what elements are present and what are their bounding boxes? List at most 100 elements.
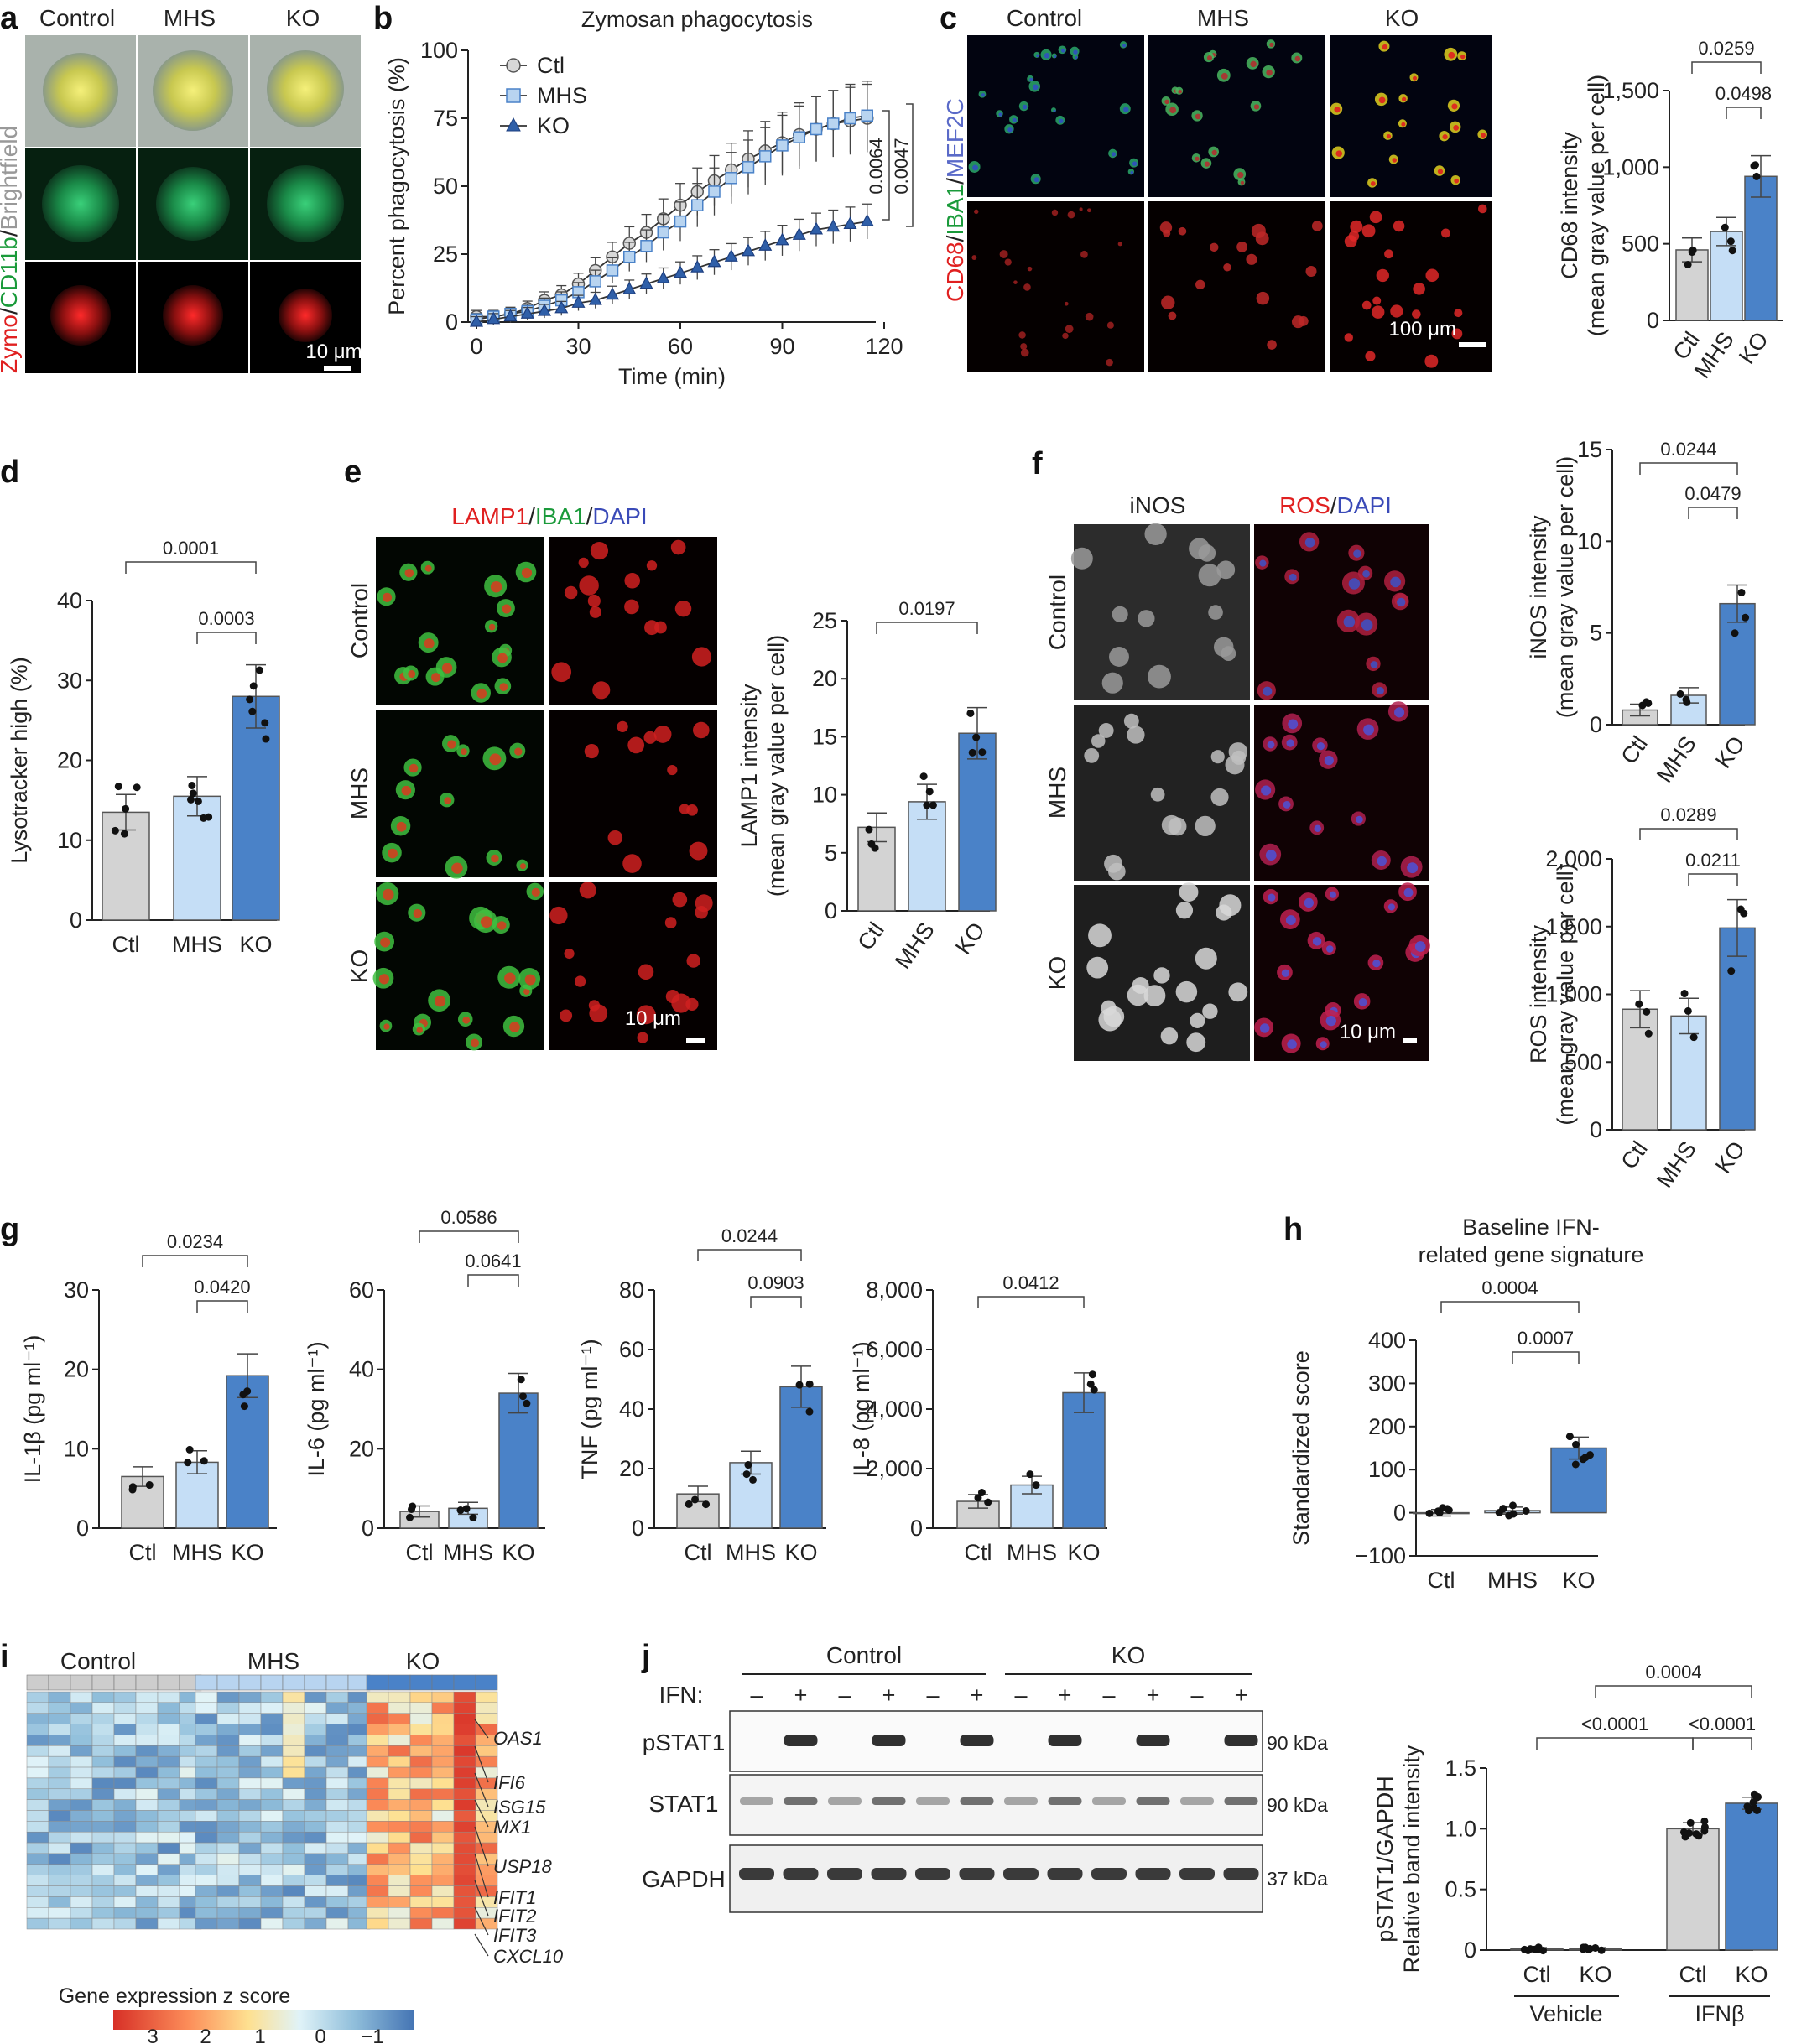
y-tick-label: 20: [619, 1456, 644, 1481]
data-point: [1520, 1945, 1528, 1953]
lane-ifn-6: –: [1014, 1683, 1027, 1708]
data-point: [1495, 1508, 1503, 1516]
x-tick-label: Ctl: [112, 932, 140, 957]
y-tick-label: 100: [1368, 1457, 1406, 1482]
y-axis-label: IL-8 (pg ml⁻¹): [849, 1341, 874, 1476]
gene-label-cxcl10: CXCL10: [493, 1946, 564, 1967]
y-tick-label: 15: [812, 724, 837, 749]
data-point: [805, 1407, 814, 1416]
y-tick-label: 30: [57, 668, 82, 693]
x-tick-label: MHS: [890, 918, 940, 973]
data-point: [1683, 698, 1691, 706]
data-point: [1522, 1506, 1530, 1515]
data-point: [456, 1506, 465, 1515]
data-point: [1534, 1945, 1543, 1953]
x-tick-label: MHS: [1689, 327, 1739, 382]
y-tick-label: 0: [76, 1516, 89, 1541]
y-tick-label: 5: [825, 840, 837, 866]
p-value-label: 0.0197: [898, 598, 955, 619]
p-value-label: 0.0289: [1660, 804, 1716, 825]
y-axis-label-2: (mean gray value per cell): [1553, 863, 1578, 1125]
data-point: [145, 1481, 154, 1490]
data-point: [865, 825, 873, 834]
y-tick-label: 0: [1590, 712, 1602, 737]
heatmap-legend-title: Gene expression z score: [59, 1984, 291, 2008]
panel-f-scale-bar: 10 μm: [1340, 1021, 1396, 1043]
x-tick-label: KO: [1562, 1568, 1595, 1593]
data-point: [1565, 1433, 1574, 1441]
panel-label-j: j: [641, 1639, 651, 1674]
y-axis-label-2: (mean gray value per cell): [763, 635, 789, 897]
y-axis-label: CD68 intensity: [1557, 132, 1582, 279]
series-line: [476, 117, 867, 318]
data-point: [1700, 1817, 1709, 1825]
data-point: [860, 213, 874, 226]
group-label-vehicle: Vehicle: [1529, 2001, 1602, 2026]
data-point: [537, 303, 552, 316]
panel-f-row-ko: KO: [1044, 956, 1070, 990]
data-point: [1435, 1509, 1444, 1517]
y-tick-label: 0: [825, 898, 837, 923]
x-tick-label: KO: [950, 918, 990, 959]
lane-ifn-4: –: [926, 1683, 939, 1708]
y-tick-label: 10: [812, 783, 837, 808]
chart-f1: 0 5 10 15 iNOS intensity (mean gray value per…: [1526, 437, 1756, 788]
data-point: [691, 199, 704, 211]
x-tick-label: KO: [1710, 731, 1750, 772]
bar-mhs-1: [173, 795, 221, 921]
data-point: [674, 215, 687, 228]
x-tick-label: Ctl: [406, 1540, 434, 1565]
y-tick-label: 25: [433, 242, 458, 267]
colorbar-tick: 2: [200, 2026, 211, 2044]
data-point: [1721, 223, 1729, 231]
gene-label-isg15: ISG15: [493, 1797, 546, 1818]
data-point: [523, 1399, 531, 1407]
data-point: [518, 1392, 527, 1401]
x-tick-label: MHS: [1652, 731, 1701, 787]
y-axis-label: Percent phagocytosis (%): [384, 57, 409, 315]
y-tick-label: 100: [420, 38, 458, 63]
panel-label-f: f: [1032, 446, 1043, 481]
chart-b-title: Zymosan phagocytosis: [581, 7, 813, 32]
y-axis-label: Standardized score: [1289, 1350, 1314, 1546]
data-point: [690, 1495, 699, 1504]
legend-entry-ko: KO: [537, 113, 570, 138]
data-point: [972, 733, 981, 741]
data-point: [984, 1498, 992, 1506]
chart-d: 0 10 20 30 40 Lysotracker high (%) Ctl MHS KO 0.0…: [7, 538, 280, 957]
data-point: [1731, 629, 1739, 637]
y-tick-label: 60: [349, 1277, 374, 1303]
panel-a-scale-bar: 10 μm: [305, 341, 362, 363]
gene-label-mx1: MX1: [493, 1817, 531, 1838]
y-tick-label: 0: [1647, 308, 1659, 333]
p-value-label: 0.0211: [1685, 850, 1741, 871]
data-point: [776, 139, 789, 152]
series-line: [476, 114, 867, 320]
y-axis-label: TNF (pg ml⁻¹): [577, 1339, 602, 1479]
lane-ifn-8: –: [1102, 1683, 1115, 1708]
p-value-label: 0.0420: [194, 1277, 250, 1298]
data-point: [1689, 1033, 1698, 1042]
x-tick-label: Ctl: [965, 1540, 992, 1565]
series-ko: KO: [469, 113, 874, 328]
data-point: [200, 1457, 208, 1465]
data-point: [1754, 1792, 1762, 1801]
x-tick-label: KO: [1067, 1540, 1100, 1565]
data-point: [194, 797, 202, 805]
colorbar-tick: 3: [147, 2026, 158, 2044]
chart-h-title: Baseline IFN-: [1462, 1214, 1600, 1240]
blot-kda-2: 90 kDa: [1267, 1794, 1328, 1816]
data-point: [246, 695, 254, 704]
data-point: [708, 185, 721, 198]
data-point: [262, 735, 270, 743]
data-point: [623, 250, 636, 263]
data-point: [469, 1514, 477, 1522]
y-tick-label: 5: [1590, 621, 1602, 646]
data-point: [120, 830, 128, 838]
y-tick-label: 1,000: [1545, 982, 1602, 1007]
y-tick-label: 40: [349, 1357, 374, 1382]
panel-e-row-mhs: MHS: [346, 767, 372, 819]
y-axis-label-2: Relative band intensity: [1399, 1745, 1424, 1973]
p-value-label: 0.0244: [721, 1225, 778, 1246]
